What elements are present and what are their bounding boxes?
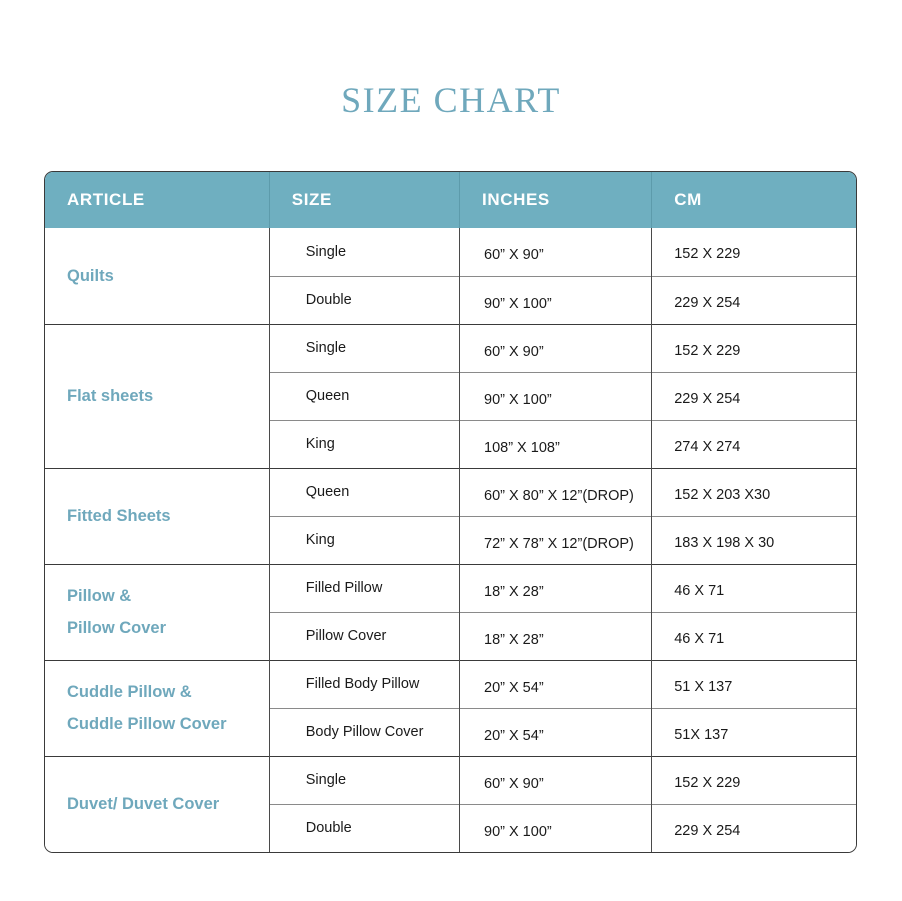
inches-value: 18” X 28” <box>459 563 653 612</box>
table-row: Duvet/ Duvet Cover Single 60” X 90” 152 X 2… <box>45 755 856 852</box>
article-label: Flat sheets <box>45 323 270 468</box>
size-value: Filled Body Pillow <box>269 659 461 708</box>
article-label-line: Pillow & <box>67 587 132 605</box>
cm-value: 51 X 137 <box>651 659 856 708</box>
page-title: SIZE CHART <box>341 80 561 120</box>
article-label-line: Quilts <box>67 266 114 285</box>
article-label-line: Pillow Cover <box>67 619 167 637</box>
article-label-line: Fitted Sheets <box>67 507 171 525</box>
article-label-line: Cuddle Pillow & <box>67 683 192 701</box>
cm-value: 152 X 203 X30 <box>651 467 856 516</box>
column-header-inches: INCHES <box>459 172 653 228</box>
cm-value: 51X 137 <box>651 707 856 756</box>
size-value: Single <box>269 755 461 804</box>
size-value: Double <box>269 275 461 324</box>
article-label-line: Duvet/ Duvet Cover <box>67 795 220 814</box>
size-value: Double <box>269 803 461 852</box>
cm-value: 274 X 274 <box>651 419 856 468</box>
table-row: Double 90” X 100” 229 X 254 <box>45 803 856 852</box>
cm-value: 152 X 229 <box>651 323 856 372</box>
size-value: King <box>269 419 461 468</box>
size-value: Single <box>269 323 461 372</box>
size-chart-table-container: ARTICLE SIZE INCHES CM Quilts Single 60” X… <box>44 171 857 853</box>
inches-value: 90” X 100” <box>459 371 653 420</box>
table-row: Quilts Single 60” X 90” 152 X 229 <box>45 228 856 324</box>
article-label: Duvet/ Duvet Cover <box>45 755 270 852</box>
table-row: Queen 90” X 100” 229 X 254 <box>45 371 856 420</box>
table-row: Double 90” X 100” 229 X 254 <box>45 275 856 324</box>
size-value: Pillow Cover <box>269 611 461 660</box>
article-label: Quilts <box>45 228 270 324</box>
table-header-row: ARTICLE SIZE INCHES CM <box>45 172 856 228</box>
cm-value: 152 X 229 <box>651 755 856 804</box>
table-row: Body Pillow Cover 20” X 54” 51X 137 <box>45 707 856 756</box>
size-value: King <box>269 515 461 564</box>
table-row: Fitted Sheets Queen 60” X 80” X 12”(DROP) 1… <box>45 467 856 564</box>
inches-value: 60” X 90” <box>459 228 653 276</box>
table-row: King 72” X 78” X 12”(DROP) 183 X 198 X 30 <box>45 515 856 564</box>
article-label: Fitted Sheets <box>45 467 270 564</box>
cm-value: 229 X 254 <box>651 803 856 852</box>
inches-value: 72” X 78” X 12”(DROP) <box>459 515 653 564</box>
cm-value: 46 X 71 <box>651 611 856 660</box>
size-chart-table: ARTICLE SIZE INCHES CM Quilts Single 60” X… <box>45 172 856 852</box>
cm-value: 183 X 198 X 30 <box>651 515 856 564</box>
table-row: Pillow Cover 18” X 28” 46 X 71 <box>45 611 856 660</box>
table-row: Cuddle Pillow & Cuddle Pillow Cover Filled… <box>45 659 856 756</box>
inches-value: 60” X 90” <box>459 755 653 804</box>
article-label-line: Cuddle Pillow Cover <box>67 715 227 733</box>
inches-value: 18” X 28” <box>459 611 653 660</box>
article-label: Cuddle Pillow & Cuddle Pillow Cover <box>45 659 270 756</box>
size-value: Queen <box>269 467 461 516</box>
inches-value: 20” X 54” <box>459 707 653 756</box>
cm-value: 229 X 254 <box>651 371 856 420</box>
inches-value: 60” X 80” X 12”(DROP) <box>459 467 653 516</box>
size-value: Filled Pillow <box>269 563 461 612</box>
size-value: Body Pillow Cover <box>269 707 461 756</box>
inches-value: 90” X 100” <box>459 275 653 324</box>
column-header-size: SIZE <box>269 172 461 228</box>
inches-value: 90” X 100” <box>459 803 653 852</box>
table-row: King 108” X 108” 274 X 274 <box>45 419 856 468</box>
cm-value: 152 X 229 <box>651 228 856 276</box>
inches-value: 60” X 90” <box>459 323 653 372</box>
size-value: Single <box>269 228 461 276</box>
inches-value: 20” X 54” <box>459 659 653 708</box>
table-body: Quilts Single 60” X 90” 152 X 229 Double 90” … <box>45 228 856 852</box>
column-header-article: ARTICLE <box>45 172 270 228</box>
table-header: ARTICLE SIZE INCHES CM <box>45 172 856 228</box>
article-label: Pillow & Pillow Cover <box>45 563 270 660</box>
cm-value: 46 X 71 <box>651 563 856 612</box>
table-row: Flat sheets Single 60” X 90” 152 X 229 <box>45 323 856 468</box>
article-label-line: Flat sheets <box>67 387 154 405</box>
table-row: Pillow & Pillow Cover Filled Pillow 18” X 2… <box>45 563 856 660</box>
inches-value: 108” X 108” <box>459 419 653 468</box>
cm-value: 229 X 254 <box>651 275 856 324</box>
column-header-cm: CM <box>651 172 856 228</box>
size-value: Queen <box>269 371 461 420</box>
